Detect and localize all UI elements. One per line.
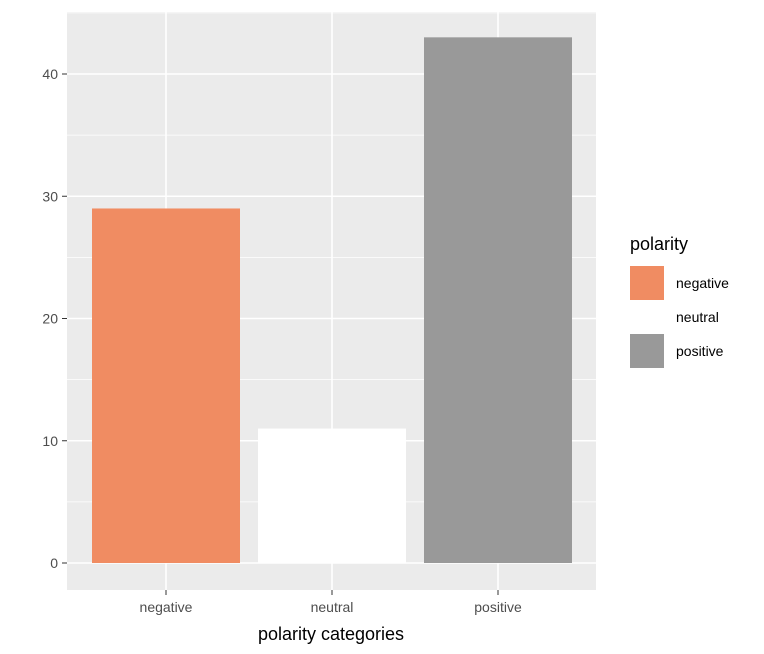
x-tick-label: neutral [311,599,354,615]
legend-key-neutral [630,300,664,334]
legend-label-positive: positive [676,343,724,359]
bar-negative [92,208,240,563]
legend: polarity negative neutral positive [630,234,729,368]
x-tick-label: negative [140,599,193,615]
legend-key-positive [630,334,664,368]
legend-label-neutral: neutral [676,309,719,325]
y-axis-ticks: 0 10 20 30 40 [42,66,67,571]
y-tick-label: 30 [42,188,58,204]
y-tick-label: 10 [42,433,58,449]
y-tick-label: 0 [50,555,58,571]
bars [92,37,572,563]
y-tick-label: 20 [42,311,58,327]
x-axis-ticks: negative neutral positive [140,590,522,615]
legend-title: polarity [630,234,688,254]
legend-key-negative [630,266,664,300]
bar-neutral [258,428,406,563]
legend-entries: negative neutral positive [630,266,729,368]
x-tick-label: positive [474,599,522,615]
bar-positive [424,37,572,563]
x-axis-title: polarity categories [258,624,404,644]
legend-label-negative: negative [676,275,729,291]
y-tick-label: 40 [42,66,58,82]
